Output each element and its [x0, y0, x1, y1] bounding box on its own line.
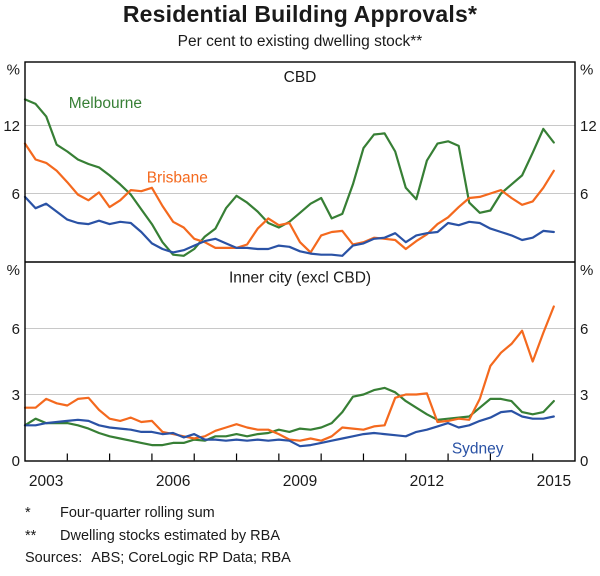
unit-label-right: % [580, 262, 593, 279]
footnote-text: Dwelling stocks estimated by RBA [60, 527, 280, 544]
ytick-label-left: 6 [12, 321, 20, 338]
ytick-label-right: 6 [580, 186, 588, 203]
footnote-marker: ** [25, 527, 37, 544]
year-label-2015: 2015 [537, 473, 571, 490]
series-layer [23, 98, 555, 448]
unit-label-right: % [580, 62, 593, 79]
footnote-row: ** Dwelling stocks estimated by RBA [25, 528, 585, 544]
ytick-label-right: 0 [580, 453, 588, 470]
series-line-melbourne-cbd [23, 98, 555, 257]
series-label-sydney: Sydney [452, 440, 504, 457]
ytick-label-left: 12 [3, 118, 20, 135]
unit-label-left: % [7, 62, 20, 79]
ytick-label-right: 12 [580, 118, 597, 135]
footnote-text: Four-quarter rolling sum [60, 505, 215, 521]
series-line-brisbane-cbd [23, 142, 555, 254]
series-line-brisbane-inner [23, 305, 555, 442]
ytick-label-left: 6 [12, 186, 20, 203]
panel-title: CBD [284, 69, 317, 86]
year-label-2009: 2009 [283, 473, 317, 490]
sources-label: Sources: [25, 550, 83, 566]
series-line-melbourne-inner [23, 386, 555, 447]
frame-layer [24, 61, 576, 462]
unit-label-left: % [7, 262, 20, 279]
ytick-label-right: 3 [580, 387, 588, 404]
ytick-label-right: 6 [580, 321, 588, 338]
chart-subtitle: Per cent to existing dwelling stock** [177, 33, 423, 50]
series-label-brisbane: Brisbane [147, 170, 208, 187]
year-label-2003: 2003 [29, 473, 63, 490]
series-line-sydney-inner [23, 409, 555, 448]
gridlines-layer [25, 124, 575, 395]
sources-row: Sources: ABS; CoreLogic RP Data; RBA [25, 550, 585, 566]
footnotes: * Four-quarter rolling sum ** Dwelling s… [25, 505, 585, 566]
footnote-row: * Four-quarter rolling sum [25, 505, 585, 521]
ytick-label-left: 0 [12, 453, 20, 470]
panel-title: Inner city (excl CBD) [229, 270, 371, 287]
sources-text: ABS; CoreLogic RP Data; RBA [91, 550, 291, 566]
year-label-2012: 2012 [410, 473, 444, 490]
series-line-sydney-cbd [23, 195, 555, 257]
ytick-label-left: 3 [12, 387, 20, 404]
series-label-melbourne: Melbourne [69, 95, 142, 112]
labels-layer: 6 6 12 12% % CBD Melbourne Brisbane 0 0 3 3 6 6% % Inne… [3, 62, 596, 491]
footnote-marker: * [25, 505, 31, 521]
year-label-2006: 2006 [156, 473, 190, 490]
chart-title: Residential Building Approvals* [122, 1, 478, 27]
